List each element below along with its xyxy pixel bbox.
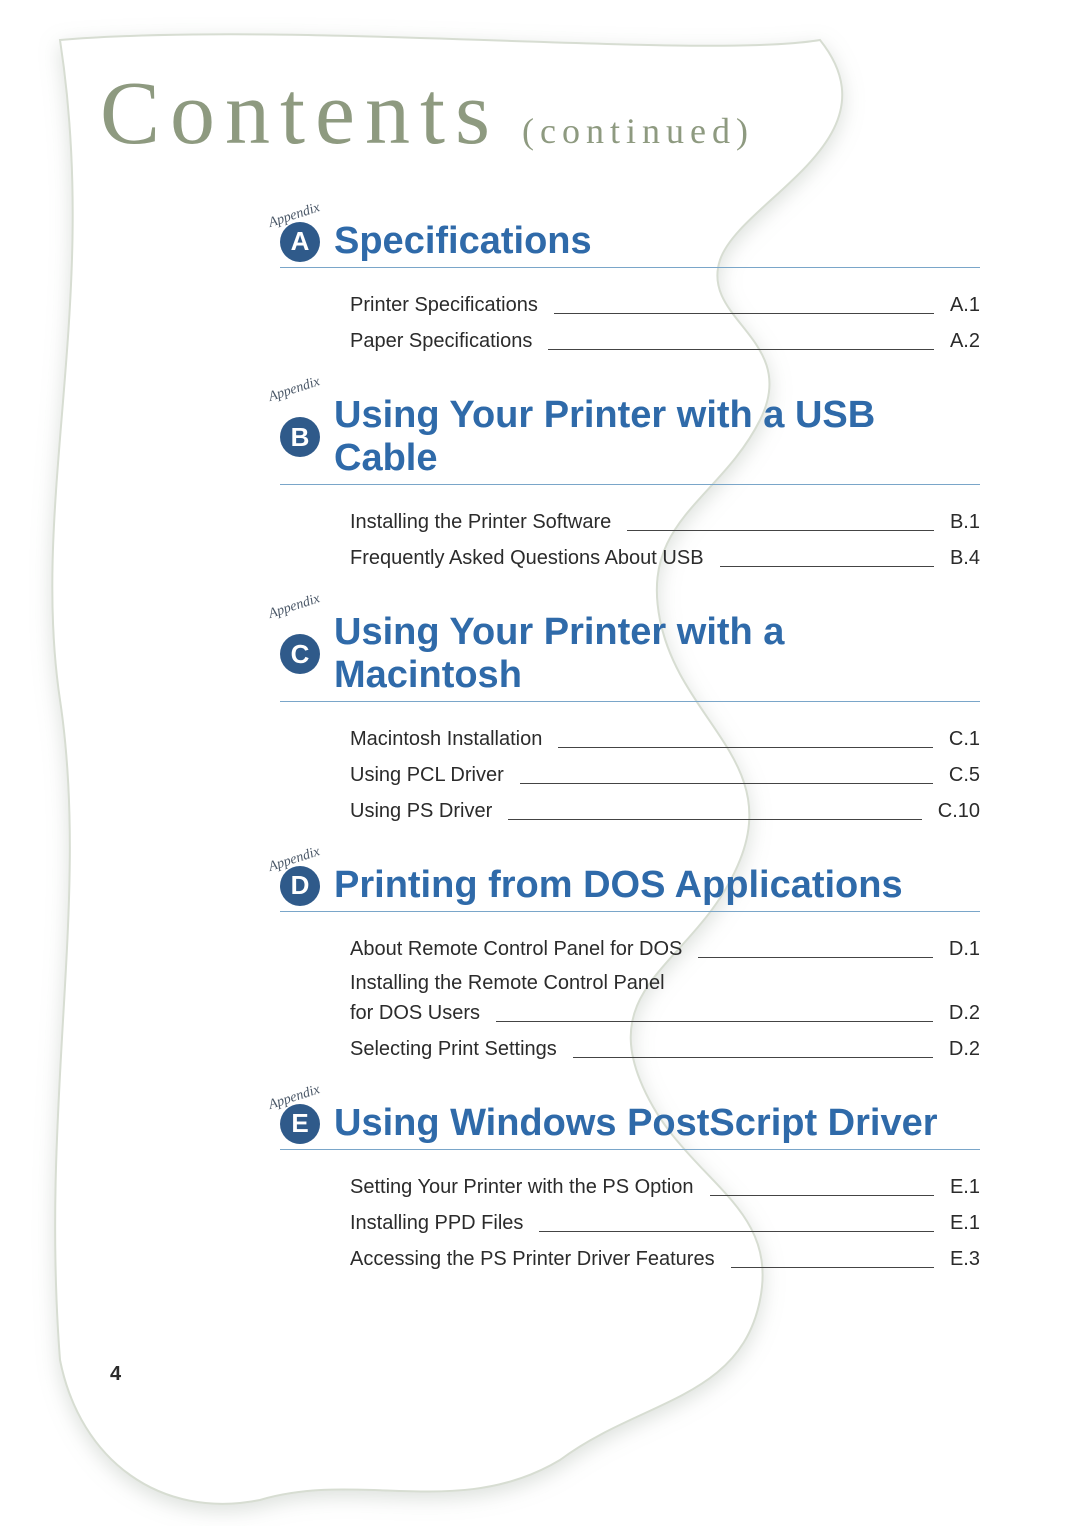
toc-entry: for DOS Users D.2 <box>350 998 980 1028</box>
toc-section: AppendixEUsing Windows PostScript Driver… <box>280 1102 980 1274</box>
toc-entry: Accessing the PS Printer Driver Features… <box>350 1244 980 1274</box>
toc-entry-page: E.3 <box>940 1244 980 1274</box>
toc-entry: Macintosh Installation C.1 <box>350 724 980 754</box>
toc-entry: Paper Specifications A.2 <box>350 326 980 356</box>
toc-entry-page: E.1 <box>940 1208 980 1238</box>
toc-entry-page: D.1 <box>939 934 980 964</box>
toc-entry-page: A.1 <box>940 290 980 320</box>
leader-line <box>508 819 921 820</box>
page-number: 4 <box>110 1363 121 1386</box>
toc-entry-page: B.1 <box>940 507 980 537</box>
leader-line <box>496 1021 933 1022</box>
toc-entry-text: Installing PPD Files <box>350 1208 533 1238</box>
toc-entry-text: Paper Specifications <box>350 326 542 356</box>
toc-entry-text: Selecting Print Settings <box>350 1034 567 1064</box>
toc-entry-line1: Installing the Remote Control Panel <box>350 970 980 996</box>
leader-line <box>731 1267 934 1268</box>
appendix-letter-badge: B <box>280 417 320 457</box>
toc-entry-text: Installing the Printer Software <box>350 507 621 537</box>
toc-section: AppendixDPrinting from DOS ApplicationsA… <box>280 864 980 1064</box>
toc-entry: Setting Your Printer with the PS Option E… <box>350 1172 980 1202</box>
toc-entry-text: Frequently Asked Questions About USB <box>350 543 714 573</box>
leader-line <box>548 349 934 350</box>
toc-entry: Frequently Asked Questions About USB B.4 <box>350 543 980 573</box>
entry-list: Installing the Printer Software B.1 Freque… <box>280 507 980 573</box>
toc-section: AppendixCUsing Your Printer with a Macin… <box>280 611 980 826</box>
section-header: AppendixEUsing Windows PostScript Driver <box>280 1102 980 1150</box>
section-title: Using Your Printer with a Macintosh <box>334 611 980 697</box>
section-title: Specifications <box>334 220 592 263</box>
toc-entry-page: E.1 <box>940 1172 980 1202</box>
toc-entry-text: Printer Specifications <box>350 290 548 320</box>
appendix-letter-badge: A <box>280 222 320 262</box>
leader-line <box>573 1057 933 1058</box>
leader-line <box>558 747 933 748</box>
section-header: AppendixDPrinting from DOS Applications <box>280 864 980 912</box>
section-title: Using Windows PostScript Driver <box>334 1102 938 1145</box>
toc-entry-text: Setting Your Printer with the PS Option <box>350 1172 704 1202</box>
toc-entry-text: Accessing the PS Printer Driver Features <box>350 1244 725 1274</box>
toc-entry-text: About Remote Control Panel for DOS <box>350 934 692 964</box>
toc-entry-page: D.2 <box>939 998 980 1028</box>
entry-list: Macintosh Installation C.1 Using PCL Drive… <box>280 724 980 826</box>
toc-entry-text: for DOS Users <box>350 998 490 1028</box>
leader-line <box>520 783 933 784</box>
toc-entry: Printer Specifications A.1 <box>350 290 980 320</box>
title-main: Contents <box>100 64 500 163</box>
page-title: Contents (continued) <box>100 62 754 165</box>
toc-entry-page: B.4 <box>940 543 980 573</box>
toc-entry: Using PCL Driver C.5 <box>350 760 980 790</box>
toc-entry-page: D.2 <box>939 1034 980 1064</box>
toc-entry-text: Using PCL Driver <box>350 760 514 790</box>
appendix-letter-badge: D <box>280 866 320 906</box>
section-title: Printing from DOS Applications <box>334 864 903 907</box>
leader-line <box>698 957 932 958</box>
toc-entry: About Remote Control Panel for DOS D.1 <box>350 934 980 964</box>
toc-entry-page: C.5 <box>939 760 980 790</box>
section-header: AppendixBUsing Your Printer with a USB C… <box>280 394 980 485</box>
leader-line <box>710 1195 934 1196</box>
toc-content: AppendixASpecificationsPrinter Specifica… <box>280 220 980 1280</box>
appendix-letter-badge: C <box>280 634 320 674</box>
toc-entry: Installing the Printer Software B.1 <box>350 507 980 537</box>
toc-entry-page: C.10 <box>928 796 980 826</box>
toc-entry-page: A.2 <box>940 326 980 356</box>
toc-entry: Using PS Driver C.10 <box>350 796 980 826</box>
appendix-label: Appendix <box>267 374 322 406</box>
leader-line <box>554 313 934 314</box>
toc-section: AppendixBUsing Your Printer with a USB C… <box>280 394 980 573</box>
leader-line <box>539 1231 934 1232</box>
entry-list: About Remote Control Panel for DOS D.1 Ins… <box>280 934 980 1064</box>
section-header: AppendixASpecifications <box>280 220 980 268</box>
appendix-letter-badge: E <box>280 1104 320 1144</box>
entry-list: Setting Your Printer with the PS Option E… <box>280 1172 980 1274</box>
toc-entry: Installing PPD Files E.1 <box>350 1208 980 1238</box>
appendix-label: Appendix <box>267 591 322 623</box>
section-title: Using Your Printer with a USB Cable <box>334 394 980 480</box>
toc-entry-page: C.1 <box>939 724 980 754</box>
section-header: AppendixCUsing Your Printer with a Macin… <box>280 611 980 702</box>
leader-line <box>720 566 934 567</box>
toc-section: AppendixASpecificationsPrinter Specifica… <box>280 220 980 356</box>
leader-line <box>627 530 934 531</box>
toc-entry-text: Using PS Driver <box>350 796 502 826</box>
title-continued: (continued) <box>522 111 754 151</box>
entry-list: Printer Specifications A.1 Paper Specifica… <box>280 290 980 356</box>
toc-entry: Selecting Print Settings D.2 <box>350 1034 980 1064</box>
toc-entry-text: Macintosh Installation <box>350 724 552 754</box>
